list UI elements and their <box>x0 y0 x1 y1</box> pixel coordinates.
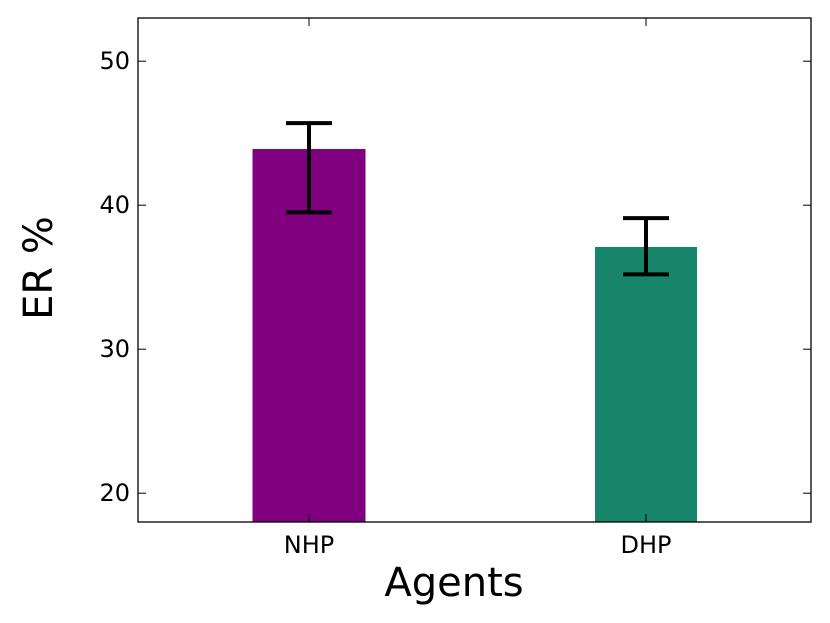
error-bars-layer <box>286 121 669 277</box>
y-tick-label-40: 40 <box>99 191 130 219</box>
bars-layer <box>252 149 697 523</box>
plot-frame <box>137 17 812 523</box>
bar-dhp <box>595 246 697 522</box>
x-tick-label-dhp: DHP <box>621 531 672 559</box>
x-axis-title: Agents <box>384 560 523 606</box>
error-bar-dhp <box>623 216 669 277</box>
x-tick-label-nhp: NHP <box>284 531 334 559</box>
y-axis-title: ER % <box>16 216 62 320</box>
y-tick-label-30: 30 <box>99 335 130 363</box>
y-tick-label-50: 50 <box>99 47 130 75</box>
error-bar-nhp <box>286 121 332 215</box>
y-tick-label-20: 20 <box>99 479 130 507</box>
ticks-layer: NHP DHP 20 30 40 50 <box>99 18 811 559</box>
